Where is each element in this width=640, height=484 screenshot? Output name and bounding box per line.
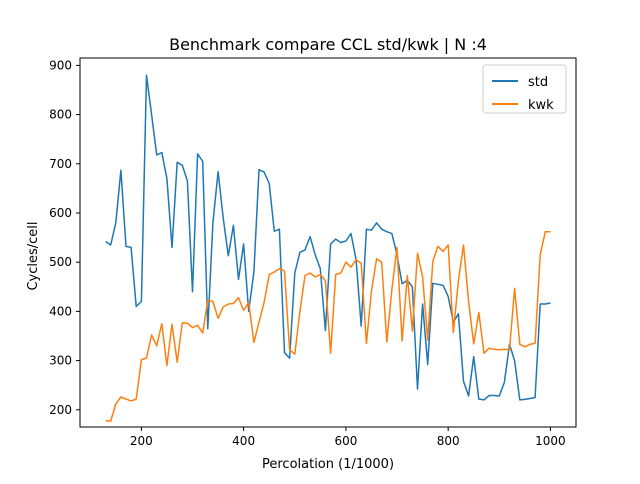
y-tick-label: 400 — [49, 304, 72, 318]
y-tick-label: 700 — [49, 157, 72, 171]
y-tick-label: 800 — [49, 108, 72, 122]
chart-title: Benchmark compare CCL std/kwk | N :4 — [169, 35, 487, 54]
series-line-kwk — [105, 230, 551, 422]
y-tick-label: 300 — [49, 354, 72, 368]
x-tick-label: 1000 — [535, 434, 566, 448]
legend-label-std: std — [528, 75, 548, 90]
series-layer — [105, 74, 551, 422]
x-axis-label: Percolation (1/1000) — [262, 457, 394, 472]
y-axis-label: Cycles/cell — [26, 221, 41, 290]
y-tick-label: 500 — [49, 255, 72, 269]
legend-label-kwk: kwk — [528, 98, 554, 113]
x-tick-label: 400 — [232, 434, 255, 448]
y-axis-ticks: 200 300 400 500 600 700 800 900 — [49, 58, 80, 417]
y-tick-label: 900 — [49, 58, 72, 72]
x-axis-ticks: 200 400 600 800 1000 — [130, 427, 566, 448]
x-tick-label: 200 — [130, 434, 153, 448]
legend: std kwk — [482, 64, 567, 114]
plot-frame — [79, 57, 577, 428]
y-tick-label: 600 — [49, 206, 72, 220]
y-tick-label: 200 — [49, 403, 72, 417]
x-tick-label: 600 — [334, 434, 357, 448]
legend-box — [482, 64, 567, 114]
series-line-std — [105, 74, 551, 401]
x-tick-label: 800 — [437, 434, 460, 448]
